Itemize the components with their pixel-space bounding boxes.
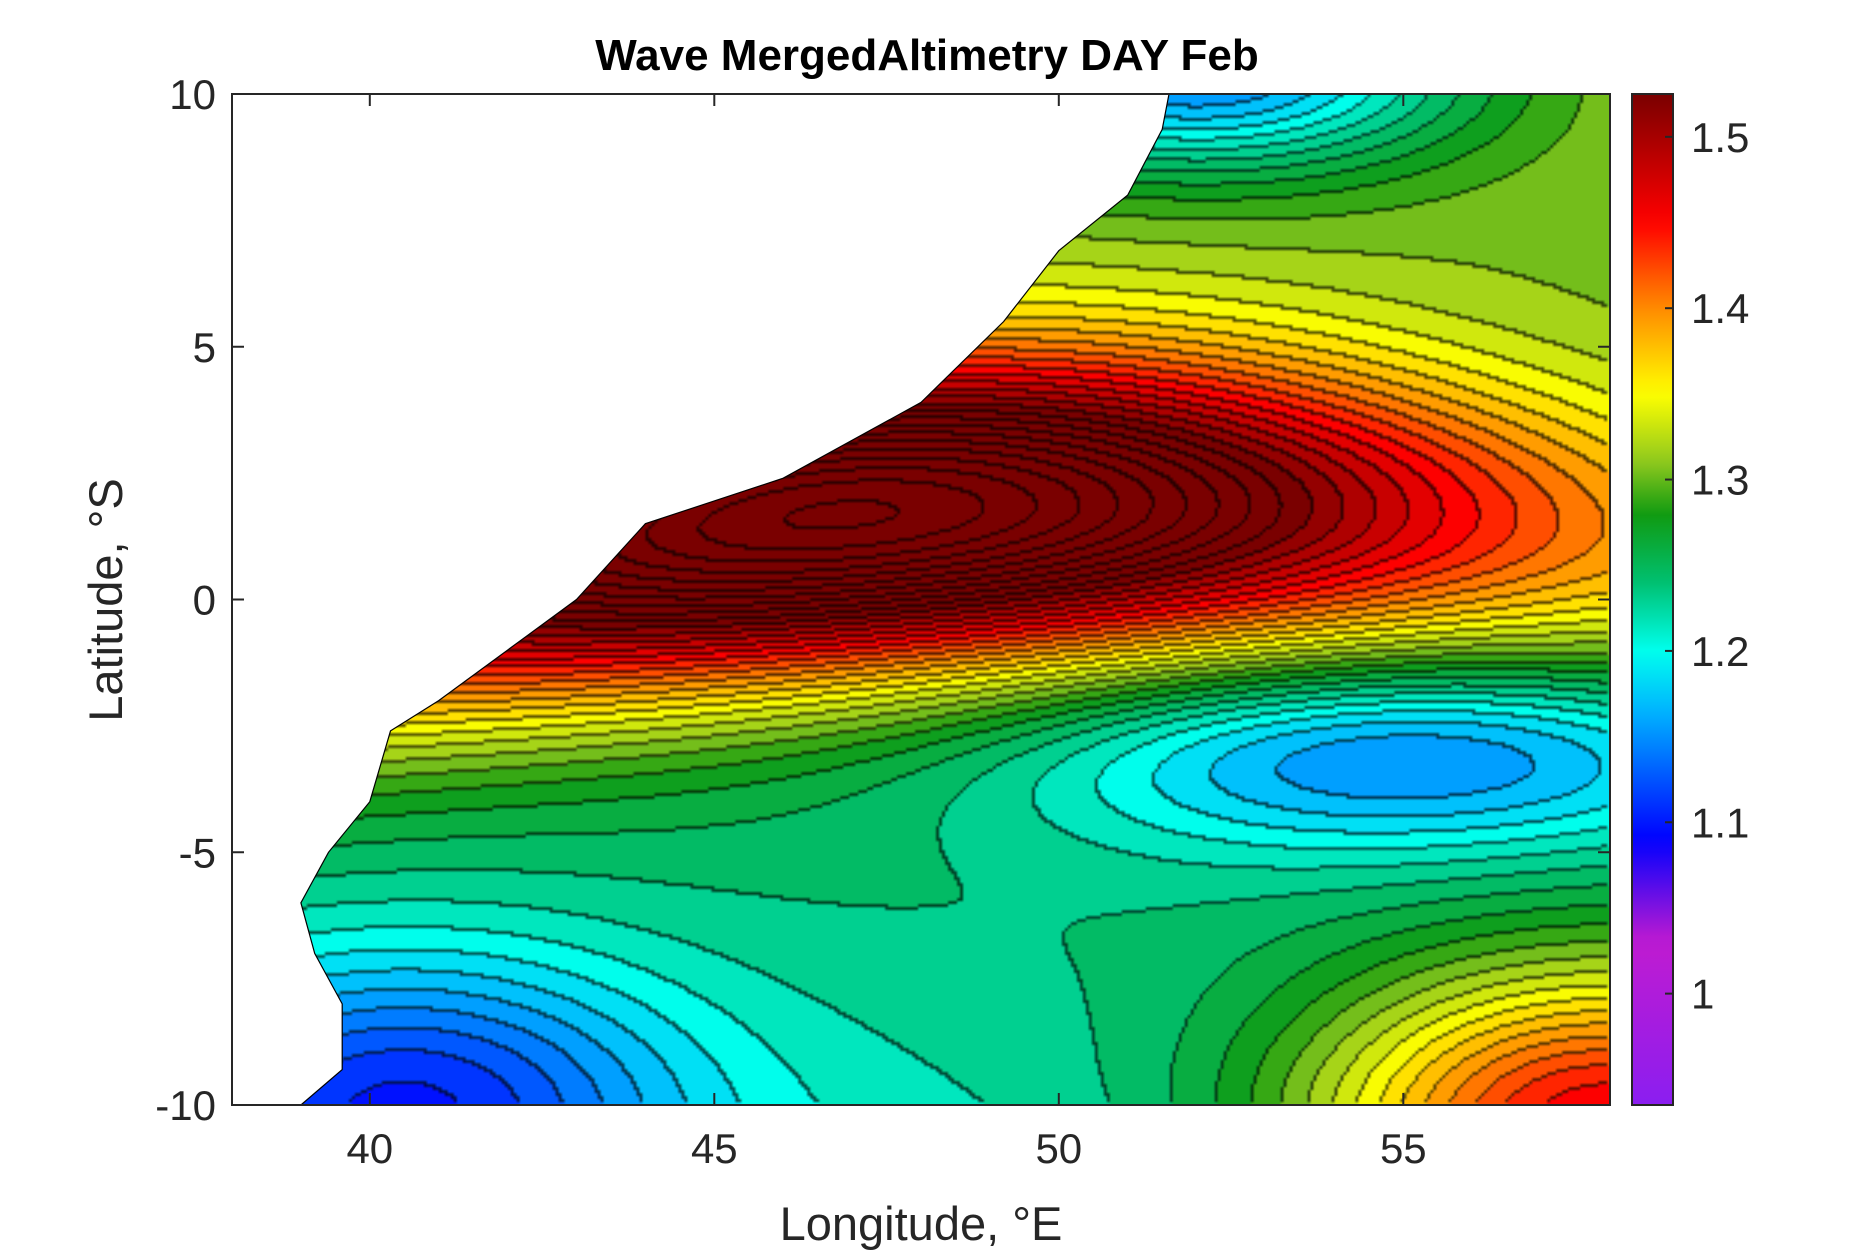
y-tick-label: -5 [179, 829, 216, 876]
colorbar-tick-label: 1.1 [1691, 799, 1749, 846]
x-tick-label: 55 [1380, 1125, 1427, 1172]
x-tick-label: 45 [691, 1125, 738, 1172]
land-mask [232, 94, 1170, 1105]
plot-area [232, 94, 1610, 1105]
x-axis-ticks: 40 45 50 55 [346, 94, 1427, 1172]
colorbar-tick-label: 1.2 [1691, 628, 1749, 675]
y-axis-label: Latitude, °S [79, 478, 132, 722]
colorbar: 1 1.1 1.2 1.3 1.4 1.5 [1631, 93, 1749, 1106]
y-tick-label: -10 [155, 1082, 216, 1129]
y-tick-label: 5 [193, 324, 216, 371]
y-tick-label: 0 [193, 577, 216, 624]
colorbar-tick-label: 1 [1691, 971, 1714, 1018]
x-tick-label: 40 [346, 1125, 393, 1172]
colorbar-tick-label: 1.4 [1691, 285, 1749, 332]
y-axis-ticks: 10 5 0 -5 -10 [155, 71, 1610, 1129]
colorbar-tick-label: 1.3 [1691, 457, 1749, 504]
colorbar-ticks: 1 1.1 1.2 1.3 1.4 1.5 [1665, 114, 1749, 1018]
y-tick-label: 10 [169, 71, 216, 118]
x-tick-label: 50 [1035, 1125, 1082, 1172]
chart-title: Wave MergedAltimetry DAY Feb [595, 31, 1258, 80]
colorbar-gradient [1631, 93, 1674, 1106]
colorbar-tick-label: 1.5 [1691, 114, 1749, 161]
x-axis-label: Longitude, °E [780, 1197, 1063, 1250]
